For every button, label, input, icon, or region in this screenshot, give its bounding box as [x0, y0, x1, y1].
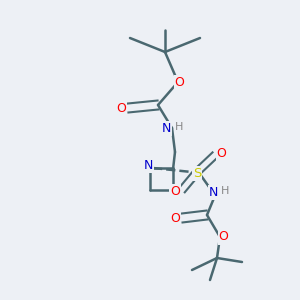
Text: H: H [220, 186, 229, 197]
Text: O: O [170, 212, 180, 224]
Text: N: N [162, 122, 171, 134]
Text: O: O [116, 101, 126, 115]
Text: S: S [193, 167, 201, 180]
Text: O: O [175, 76, 184, 88]
Text: N: N [209, 185, 218, 199]
Text: O: O [217, 147, 226, 160]
Text: O: O [170, 185, 180, 198]
Text: H: H [175, 122, 184, 131]
Text: N: N [144, 159, 153, 172]
Text: O: O [219, 230, 229, 244]
